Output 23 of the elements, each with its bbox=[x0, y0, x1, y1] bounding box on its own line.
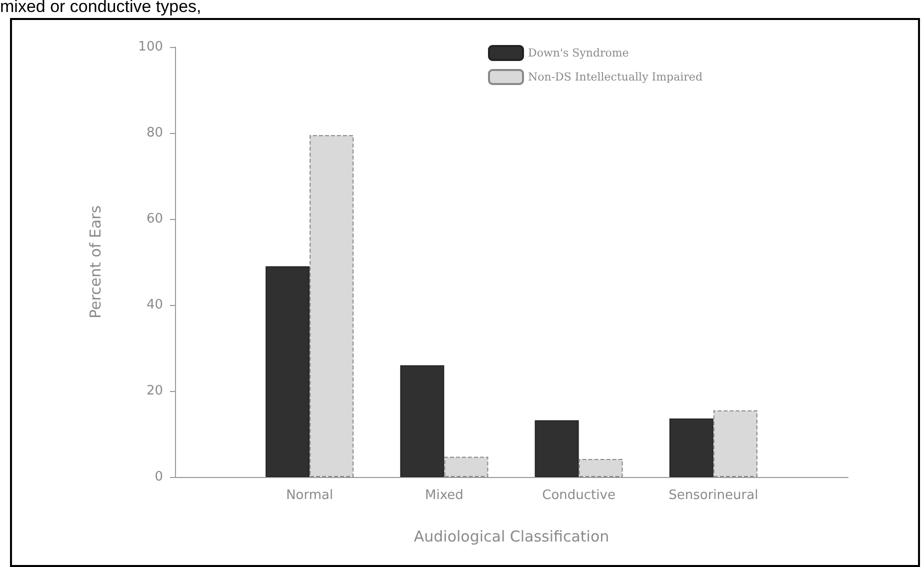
x-tick-label: Conductive bbox=[542, 488, 616, 503]
bar bbox=[444, 456, 488, 477]
x-axis-title: Audiological Classification bbox=[414, 528, 610, 546]
x-tick-label: Sensorineural bbox=[668, 488, 758, 503]
x-tick-label: Mixed bbox=[425, 488, 464, 503]
legend-label: Down's Syndrome bbox=[528, 46, 629, 60]
x-tick-label: Normal bbox=[286, 488, 334, 503]
y-tick-label: 100 bbox=[138, 40, 163, 54]
bar bbox=[578, 458, 623, 477]
bar bbox=[669, 418, 714, 477]
bar bbox=[713, 410, 758, 477]
y-tick-label: 40 bbox=[146, 298, 163, 312]
y-tick-label: 0 bbox=[154, 470, 163, 484]
bar bbox=[310, 135, 354, 477]
bar bbox=[534, 420, 579, 477]
y-tick-label: 60 bbox=[146, 212, 163, 226]
bar bbox=[266, 266, 310, 477]
y-tick-label: 80 bbox=[146, 126, 163, 140]
text: mixed or conductive types, bbox=[0, 0, 202, 17]
y-axis-title: Percent of Ears bbox=[86, 205, 104, 319]
bar bbox=[400, 365, 444, 477]
legend-label: Non-DS Intellectually Impaired bbox=[528, 70, 702, 84]
y-tick-label: 20 bbox=[146, 384, 163, 398]
